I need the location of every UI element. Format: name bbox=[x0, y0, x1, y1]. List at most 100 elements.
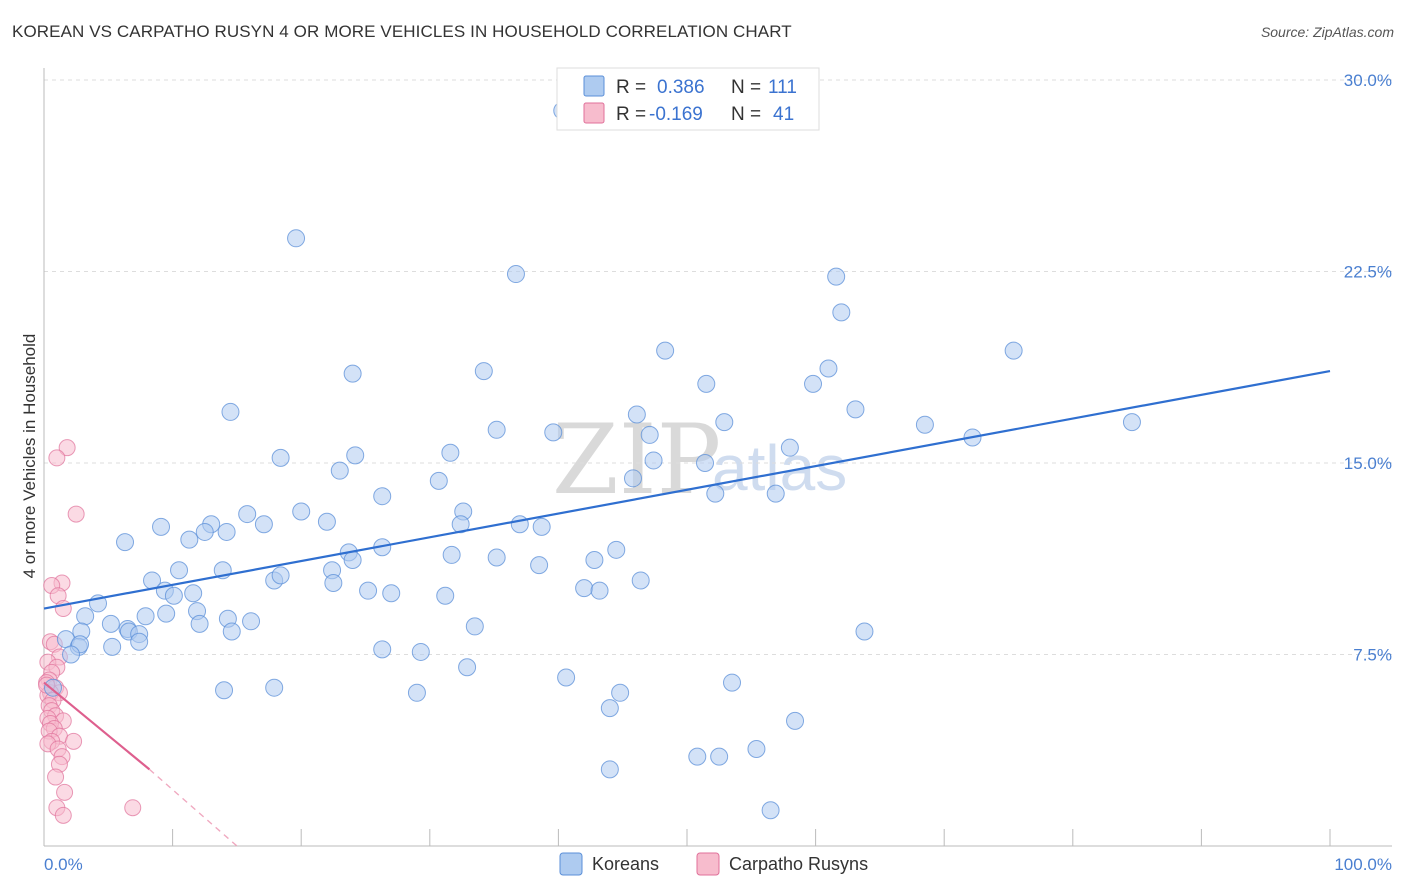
data-point-koreans bbox=[184, 584, 203, 603]
data-point-koreans bbox=[474, 362, 493, 381]
chart-source: Source: ZipAtlas.com bbox=[1260, 24, 1394, 40]
data-point-koreans bbox=[656, 341, 675, 360]
data-point-koreans bbox=[688, 747, 707, 766]
data-point-carpatho-rusyns bbox=[48, 449, 66, 467]
data-point-carpatho-rusyns bbox=[124, 799, 142, 817]
data-point-koreans bbox=[382, 584, 401, 603]
stats-r-value-carpatho: -0.169 bbox=[649, 104, 703, 125]
data-point-koreans bbox=[411, 642, 430, 661]
data-point-koreans bbox=[136, 607, 155, 626]
y-tick-label: 15.0% bbox=[1344, 454, 1392, 473]
data-point-koreans bbox=[157, 604, 176, 623]
data-point-koreans bbox=[600, 699, 619, 718]
data-point-koreans bbox=[130, 632, 149, 651]
data-point-koreans bbox=[62, 645, 81, 664]
data-point-koreans bbox=[1122, 413, 1141, 432]
data-point-koreans bbox=[590, 581, 609, 600]
data-point-koreans bbox=[465, 617, 484, 636]
data-point-koreans bbox=[222, 622, 241, 641]
data-point-koreans bbox=[221, 402, 240, 421]
data-point-koreans bbox=[644, 451, 663, 470]
legend-label-carpatho-rusyns: Carpatho Rusyns bbox=[729, 854, 868, 874]
data-point-koreans bbox=[116, 533, 135, 552]
data-point-koreans bbox=[832, 303, 851, 322]
stats-swatch-koreans bbox=[583, 75, 605, 97]
data-point-koreans bbox=[786, 711, 805, 730]
data-point-koreans bbox=[697, 374, 716, 393]
data-point-koreans bbox=[442, 545, 461, 564]
data-point-koreans bbox=[441, 443, 460, 462]
y-tick-labels: 7.5% 15.0% 22.5% 30.0% bbox=[1344, 71, 1392, 665]
data-point-carpatho-rusyns bbox=[56, 783, 74, 801]
data-point-koreans bbox=[190, 614, 209, 633]
data-point-koreans bbox=[103, 637, 122, 656]
data-point-koreans bbox=[429, 471, 448, 490]
legend-label-koreans: Koreans bbox=[592, 854, 659, 874]
trend-lines bbox=[43, 369, 1331, 847]
data-point-koreans bbox=[238, 505, 257, 524]
data-point-koreans bbox=[373, 487, 392, 506]
stats-r-value-koreans: 0.386 bbox=[657, 77, 705, 98]
data-point-koreans bbox=[359, 581, 378, 600]
data-point-koreans bbox=[195, 522, 214, 541]
data-point-koreans bbox=[827, 267, 846, 286]
data-point-koreans bbox=[532, 517, 551, 536]
data-point-koreans bbox=[506, 265, 525, 284]
data-point-carpatho-rusyns bbox=[67, 505, 85, 523]
trend-line-carpatho-rusyns-extension bbox=[148, 768, 238, 847]
data-point-koreans bbox=[324, 574, 343, 593]
data-point-koreans bbox=[76, 607, 95, 626]
stats-n-value-carpatho: 41 bbox=[773, 104, 794, 125]
data-point-koreans bbox=[373, 640, 392, 659]
data-point-koreans bbox=[346, 446, 365, 465]
data-point-koreans bbox=[330, 461, 349, 480]
data-point-koreans bbox=[101, 614, 120, 633]
data-point-koreans bbox=[819, 359, 838, 378]
data-point-koreans bbox=[585, 551, 604, 570]
data-point-koreans bbox=[343, 364, 362, 383]
data-point-koreans bbox=[915, 415, 934, 434]
legend-swatch-carpatho-rusyns bbox=[696, 852, 720, 876]
data-point-koreans bbox=[846, 400, 865, 419]
stats-swatch-carpatho-rusyns bbox=[583, 102, 605, 124]
data-point-koreans bbox=[696, 454, 715, 472]
stats-n-label-koreans: N = bbox=[731, 77, 761, 98]
trend-line-carpatho-rusyns bbox=[43, 681, 151, 771]
data-point-koreans bbox=[152, 517, 171, 536]
x-tick-label-min: 0.0% bbox=[44, 855, 83, 874]
data-point-koreans bbox=[855, 622, 874, 641]
data-point-koreans bbox=[170, 561, 189, 580]
data-point-koreans bbox=[487, 420, 506, 439]
data-point-koreans bbox=[164, 586, 183, 605]
data-point-koreans bbox=[292, 502, 311, 521]
x-ticks bbox=[43, 829, 1331, 846]
data-point-koreans bbox=[557, 668, 576, 687]
data-point-koreans bbox=[611, 683, 630, 702]
data-point-koreans bbox=[343, 551, 362, 570]
data-point-koreans bbox=[627, 405, 646, 424]
data-point-koreans bbox=[451, 515, 470, 534]
data-point-koreans bbox=[44, 678, 63, 697]
stats-n-label-carpatho: N = bbox=[731, 104, 761, 125]
data-point-koreans bbox=[747, 739, 766, 758]
data-point-koreans bbox=[317, 512, 336, 531]
data-point-carpatho-rusyns bbox=[47, 768, 65, 786]
data-point-koreans bbox=[271, 566, 290, 585]
chart-title: KOREAN VS CARPATHO RUSYN 4 OR MORE VEHIC… bbox=[12, 22, 792, 41]
data-point-carpatho-rusyns bbox=[65, 732, 83, 750]
data-point-koreans bbox=[487, 548, 506, 567]
legend-swatch-koreans bbox=[559, 852, 583, 876]
data-point-koreans bbox=[287, 229, 306, 248]
data-point-koreans bbox=[458, 658, 477, 677]
data-point-koreans bbox=[600, 760, 619, 779]
data-point-koreans bbox=[631, 571, 650, 590]
data-point-koreans bbox=[180, 530, 199, 549]
gridlines bbox=[44, 79, 1392, 655]
data-point-koreans bbox=[217, 522, 236, 541]
y-axis-title: 4 or more Vehicles in Household bbox=[20, 334, 39, 579]
data-point-koreans bbox=[407, 683, 426, 702]
data-point-koreans bbox=[640, 425, 659, 444]
data-point-koreans bbox=[710, 747, 729, 766]
y-tick-label: 7.5% bbox=[1353, 646, 1392, 665]
data-point-koreans bbox=[254, 515, 273, 534]
